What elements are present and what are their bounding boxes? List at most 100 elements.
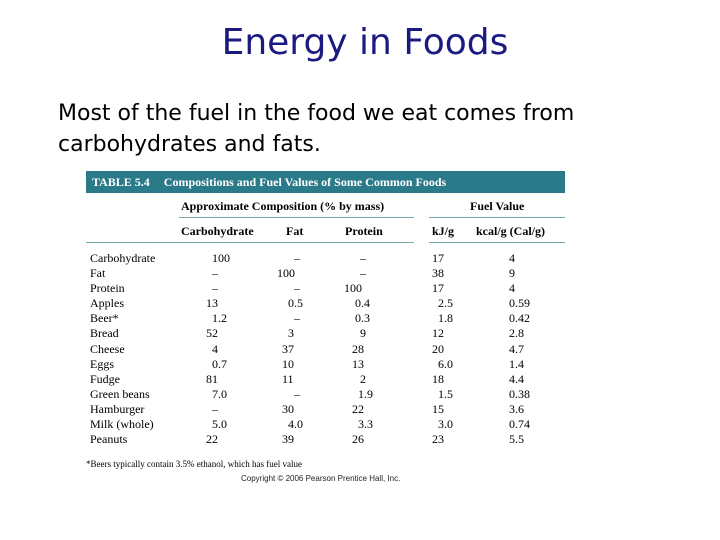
cell-kcal: 4: [509, 281, 515, 296]
header-rule-composition: [179, 217, 414, 218]
cell-protein: 3.3: [358, 417, 373, 432]
table-row: Fudge 81 11 2 18 4.4: [86, 372, 565, 387]
cell-fat: 100: [277, 266, 295, 281]
cell-kj: 6.0: [438, 356, 453, 371]
table-row: Beer* 1.2 – 0.3 1.8 0.42: [86, 311, 565, 326]
header-rule-fuel: [429, 217, 565, 218]
fuel-value-table: TABLE 5.4 Compositions and Fuel Values o…: [86, 171, 565, 446]
cell-fat: 30: [282, 401, 294, 416]
cell-kcal: 0.59: [509, 296, 530, 311]
cell-food: Milk (whole): [90, 417, 154, 432]
table-row: Cheese 4 37 28 20 4.7: [86, 342, 565, 357]
table-row: Fat – 100 – 38 9: [86, 266, 565, 281]
table-body: Carbohydrate 100– –17 4 Fat –100–38 9 Protein…: [86, 251, 565, 447]
table-caption-bar: TABLE 5.4 Compositions and Fuel Values o…: [86, 171, 565, 193]
group-header-composition: Approximate Composition (% by mass): [181, 199, 385, 213]
table-row: Apples 13 0.5 0.4 2.5 0.59: [86, 296, 565, 311]
cell-fat: 0.5: [288, 296, 303, 311]
cell-kj: 18: [432, 371, 444, 386]
table-row: Hamburger – 30 22 15 3.6: [86, 402, 565, 417]
cell-food: Carbohydrate: [90, 251, 156, 265]
slide-title: Energy in Foods: [221, 22, 509, 63]
cell-fat: 10: [282, 356, 294, 371]
header-rule-bottom-left: [86, 242, 414, 243]
cell-carb: 52: [206, 326, 218, 341]
cell-kj: 1.8: [438, 311, 453, 326]
cell-food: Peanuts: [90, 432, 128, 447]
cell-kcal: 4: [509, 251, 515, 265]
cell-fat: 4.0: [288, 417, 303, 432]
table-row: Peanuts 22 39 26 23 5.5: [86, 432, 565, 447]
cell-food: Hamburger: [90, 401, 145, 416]
cell-carb: –: [212, 401, 218, 416]
cell-protein: 1.9: [358, 386, 373, 401]
cell-carb: 1.2: [212, 311, 227, 326]
table-number: TABLE 5.4: [92, 174, 150, 189]
cell-carb: 81: [206, 371, 218, 386]
cell-kj: 3.0: [438, 417, 453, 432]
cell-kcal: 2.8: [509, 326, 524, 341]
cell-carb: –: [212, 281, 218, 296]
cell-protein: 0.3: [355, 311, 370, 326]
cell-carb: 100: [212, 251, 230, 265]
cell-kcal: 5.5: [509, 432, 524, 447]
cell-protein: 22: [352, 401, 364, 416]
intro-text: Most of the fuel in the food we eat come…: [58, 101, 575, 157]
cell-kcal: 4.7: [509, 341, 524, 356]
cell-food: Fudge: [90, 371, 120, 386]
cell-kj: 17: [432, 251, 444, 265]
table-row: Carbohydrate 100 – – 17 4: [86, 251, 565, 266]
col-header-kcal: kcal/g (Cal/g): [476, 224, 545, 238]
cell-fat: –: [294, 281, 300, 296]
header-rule-bottom-right: [429, 242, 565, 243]
col-header-carbohydrate: Carbohydrate: [181, 224, 254, 238]
cell-food: Apples: [90, 296, 124, 311]
table-row: Eggs 0.7 10 13 6.0 1.4: [86, 357, 565, 372]
cell-protein: –: [360, 266, 366, 281]
cell-protein: 2: [360, 371, 366, 386]
cell-fat: 11: [282, 371, 294, 386]
cell-carb: 7.0: [212, 386, 227, 401]
cell-protein: –: [360, 251, 366, 265]
cell-kj: 23: [432, 432, 444, 447]
table-header: Approximate Composition (% by mass) Fuel…: [86, 193, 565, 249]
cell-fat: 37: [282, 341, 294, 356]
col-header-kj: kJ/g: [432, 224, 455, 238]
cell-food: Beer*: [90, 311, 119, 326]
col-header-protein: Protein: [345, 224, 383, 238]
group-header-fuel: Fuel Value: [470, 199, 525, 213]
cell-fat: –: [294, 251, 300, 265]
cell-food: Fat: [90, 266, 106, 281]
cell-kj: 20: [432, 341, 444, 356]
cell-food: Bread: [90, 326, 119, 341]
cell-kj: 38: [432, 266, 444, 281]
cell-kj: 12: [432, 326, 444, 341]
table-footnote: *Beers typically contain 3.5% ethanol, w…: [86, 459, 302, 469]
cell-fat: –: [294, 386, 300, 401]
cell-carb: –: [212, 266, 218, 281]
cell-protein: 0.4: [355, 296, 370, 311]
table-row: Green beans 7.0 – 1.9 1.5 0.38: [86, 387, 565, 402]
cell-carb: 0.7: [212, 356, 227, 371]
cell-kcal: 9: [509, 266, 515, 281]
cell-protein: 9: [360, 326, 366, 341]
cell-food: Protein: [90, 281, 125, 296]
cell-food: Eggs: [90, 356, 114, 371]
cell-protein: 100: [344, 281, 362, 296]
cell-fat: 3: [288, 326, 294, 341]
cell-protein: 26: [352, 432, 364, 447]
cell-fat: 39: [282, 432, 294, 447]
cell-carb: 22: [206, 432, 218, 447]
copyright-notice: Copyright © 2006 Pearson Prentice Hall, …: [241, 474, 401, 483]
cell-kcal: 0.38: [509, 386, 530, 401]
cell-protein: 13: [352, 356, 364, 371]
cell-kj: 15: [432, 401, 444, 416]
cell-carb: 13: [206, 296, 218, 311]
cell-kcal: 0.42: [509, 311, 530, 326]
cell-food: Cheese: [90, 341, 125, 356]
cell-fat: –: [294, 311, 300, 326]
cell-kj: 2.5: [438, 296, 453, 311]
cell-kcal: 0.74: [509, 417, 530, 432]
cell-kj: 1.5: [438, 386, 453, 401]
table-row: Protein – – 100 17 4: [86, 281, 565, 296]
